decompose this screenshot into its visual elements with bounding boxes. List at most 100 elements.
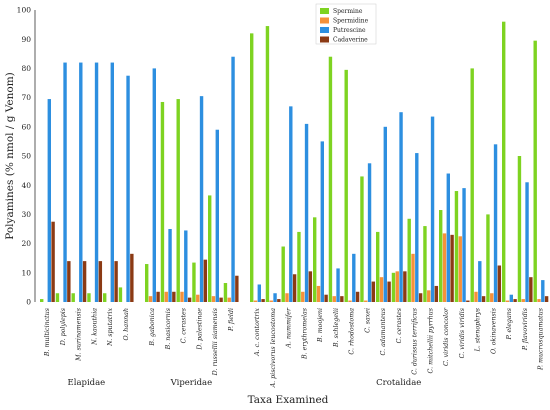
bar-putrescine — [446, 173, 450, 302]
x-category-labels: B. multicinctus D. polylepis M. surinamens… — [44, 307, 545, 388]
x-category-label: M. surinamensis — [76, 307, 83, 362]
y-tick-label: 70 — [21, 93, 31, 102]
bar-cadaverine — [277, 299, 281, 302]
bar-spermine — [407, 218, 411, 302]
bar-spermine — [87, 293, 91, 302]
bar-putrescine — [289, 106, 293, 302]
bar-spermidine — [521, 299, 525, 302]
bar-spermine — [265, 26, 270, 303]
bar-spermine — [313, 217, 317, 302]
x-category-label: P. elegans — [506, 307, 513, 340]
bar-putrescine — [525, 182, 529, 302]
bar-cadaverine — [114, 261, 118, 302]
bar-spermidine — [269, 300, 273, 302]
legend-swatch — [320, 8, 329, 14]
bar-spermine — [391, 272, 396, 302]
x-category-label: B. nasicornis — [165, 307, 172, 350]
y-tick-label: 10 — [21, 268, 31, 277]
bar-cadaverine — [513, 299, 517, 302]
bar-spermidine — [379, 277, 384, 302]
bar-putrescine — [184, 230, 188, 302]
bars-layer — [40, 21, 549, 303]
bar-cadaverine — [450, 234, 454, 302]
bar-spermidine — [227, 297, 231, 302]
bar-spermidine — [505, 300, 510, 302]
x-category-label: A. c. contortrix — [254, 308, 261, 357]
bar-spermine — [454, 191, 459, 302]
bar-spermine — [223, 283, 228, 302]
x-category-label: C. durissus terrificus — [412, 307, 419, 375]
x-category-label: D. russellii siamensis — [212, 307, 219, 376]
bar-spermine — [55, 293, 60, 302]
bar-cadaverine — [529, 277, 533, 302]
x-category-label: A. nummifer — [286, 307, 293, 349]
bar-spermidine — [490, 293, 494, 302]
x-category-label: P. flavoviridis — [522, 307, 529, 351]
x-category-label: C. adamanteus — [380, 307, 387, 355]
bar-spermidine — [442, 233, 447, 302]
x-category-label: N. sputatrix — [107, 308, 114, 347]
bar-spermidine — [364, 300, 368, 302]
group-label: Elapidae — [68, 378, 106, 388]
bar-putrescine — [168, 229, 172, 302]
bar-spermine — [71, 293, 75, 302]
legend-swatch — [320, 36, 329, 43]
group-labels: Elapidae Viperidae Crotalidae — [68, 378, 422, 388]
bar-cadaverine — [203, 259, 208, 302]
bar-spermidine — [148, 296, 153, 302]
legend-label: Putrescine — [333, 27, 366, 34]
bar-cadaverine — [371, 281, 376, 302]
bar-putrescine — [199, 96, 204, 302]
x-category-label: L. stenophrys — [475, 307, 482, 352]
bar-spermine — [423, 226, 427, 302]
bar-cadaverine — [82, 261, 87, 302]
x-category-label: B. erythromelas — [301, 307, 308, 360]
y-tick-label: 90 — [21, 35, 31, 44]
x-axis-title: Taxa Examined — [248, 394, 329, 406]
bar-putrescine — [478, 261, 482, 302]
bar-cadaverine — [418, 293, 423, 302]
y-tick-label: 100 — [17, 6, 32, 15]
bar-spermine — [281, 246, 285, 302]
x-category-label: B. schlegelii — [333, 308, 340, 348]
bar-putrescine — [63, 62, 67, 303]
bar-cadaverine — [340, 296, 344, 302]
bar-putrescine — [383, 126, 387, 302]
bar-spermine — [118, 287, 123, 302]
x-category-label: C. mitchellii pyrrhus — [427, 307, 434, 373]
bar-spermidine — [411, 253, 415, 302]
x-category-label: D. palestinae — [196, 308, 203, 351]
y-tick-label: 80 — [21, 64, 31, 73]
bar-spermine — [145, 264, 149, 302]
bar-putrescine — [152, 68, 156, 303]
bar-cadaverine — [67, 261, 71, 302]
bar-spermidine — [348, 300, 352, 302]
bar-spermine — [502, 21, 506, 303]
bar-putrescine — [79, 62, 83, 303]
bar-spermine — [517, 156, 522, 302]
bar-putrescine — [352, 253, 356, 302]
x-category-label: C. cerastes — [181, 307, 188, 343]
bar-spermine — [328, 56, 333, 302]
bar-spermine — [208, 195, 212, 302]
bar-putrescine — [415, 153, 419, 302]
bar-cadaverine — [466, 300, 470, 302]
x-category-label: O. hannah — [123, 308, 130, 341]
x-category-label: D. polylepis — [60, 307, 67, 346]
bar-spermidine — [316, 285, 321, 302]
bar-cadaverine — [434, 285, 439, 302]
bar-spermidine — [253, 300, 258, 302]
x-category-label: C. rhodostoma — [349, 308, 356, 355]
bar-putrescine — [257, 284, 261, 302]
legend-label: Spermidine — [333, 18, 369, 25]
bar-cadaverine — [187, 297, 192, 302]
legend: Spermine Spermidine Putrescine Cadaverine — [315, 3, 377, 45]
bar-spermine — [297, 231, 301, 302]
bar-cadaverine — [172, 291, 176, 302]
bar-cadaverine — [481, 296, 486, 302]
bar-spermidine — [164, 291, 168, 302]
x-category-label: B. moojeni — [317, 308, 324, 343]
bar-putrescine — [47, 99, 51, 302]
bar-spermidine — [285, 293, 289, 302]
